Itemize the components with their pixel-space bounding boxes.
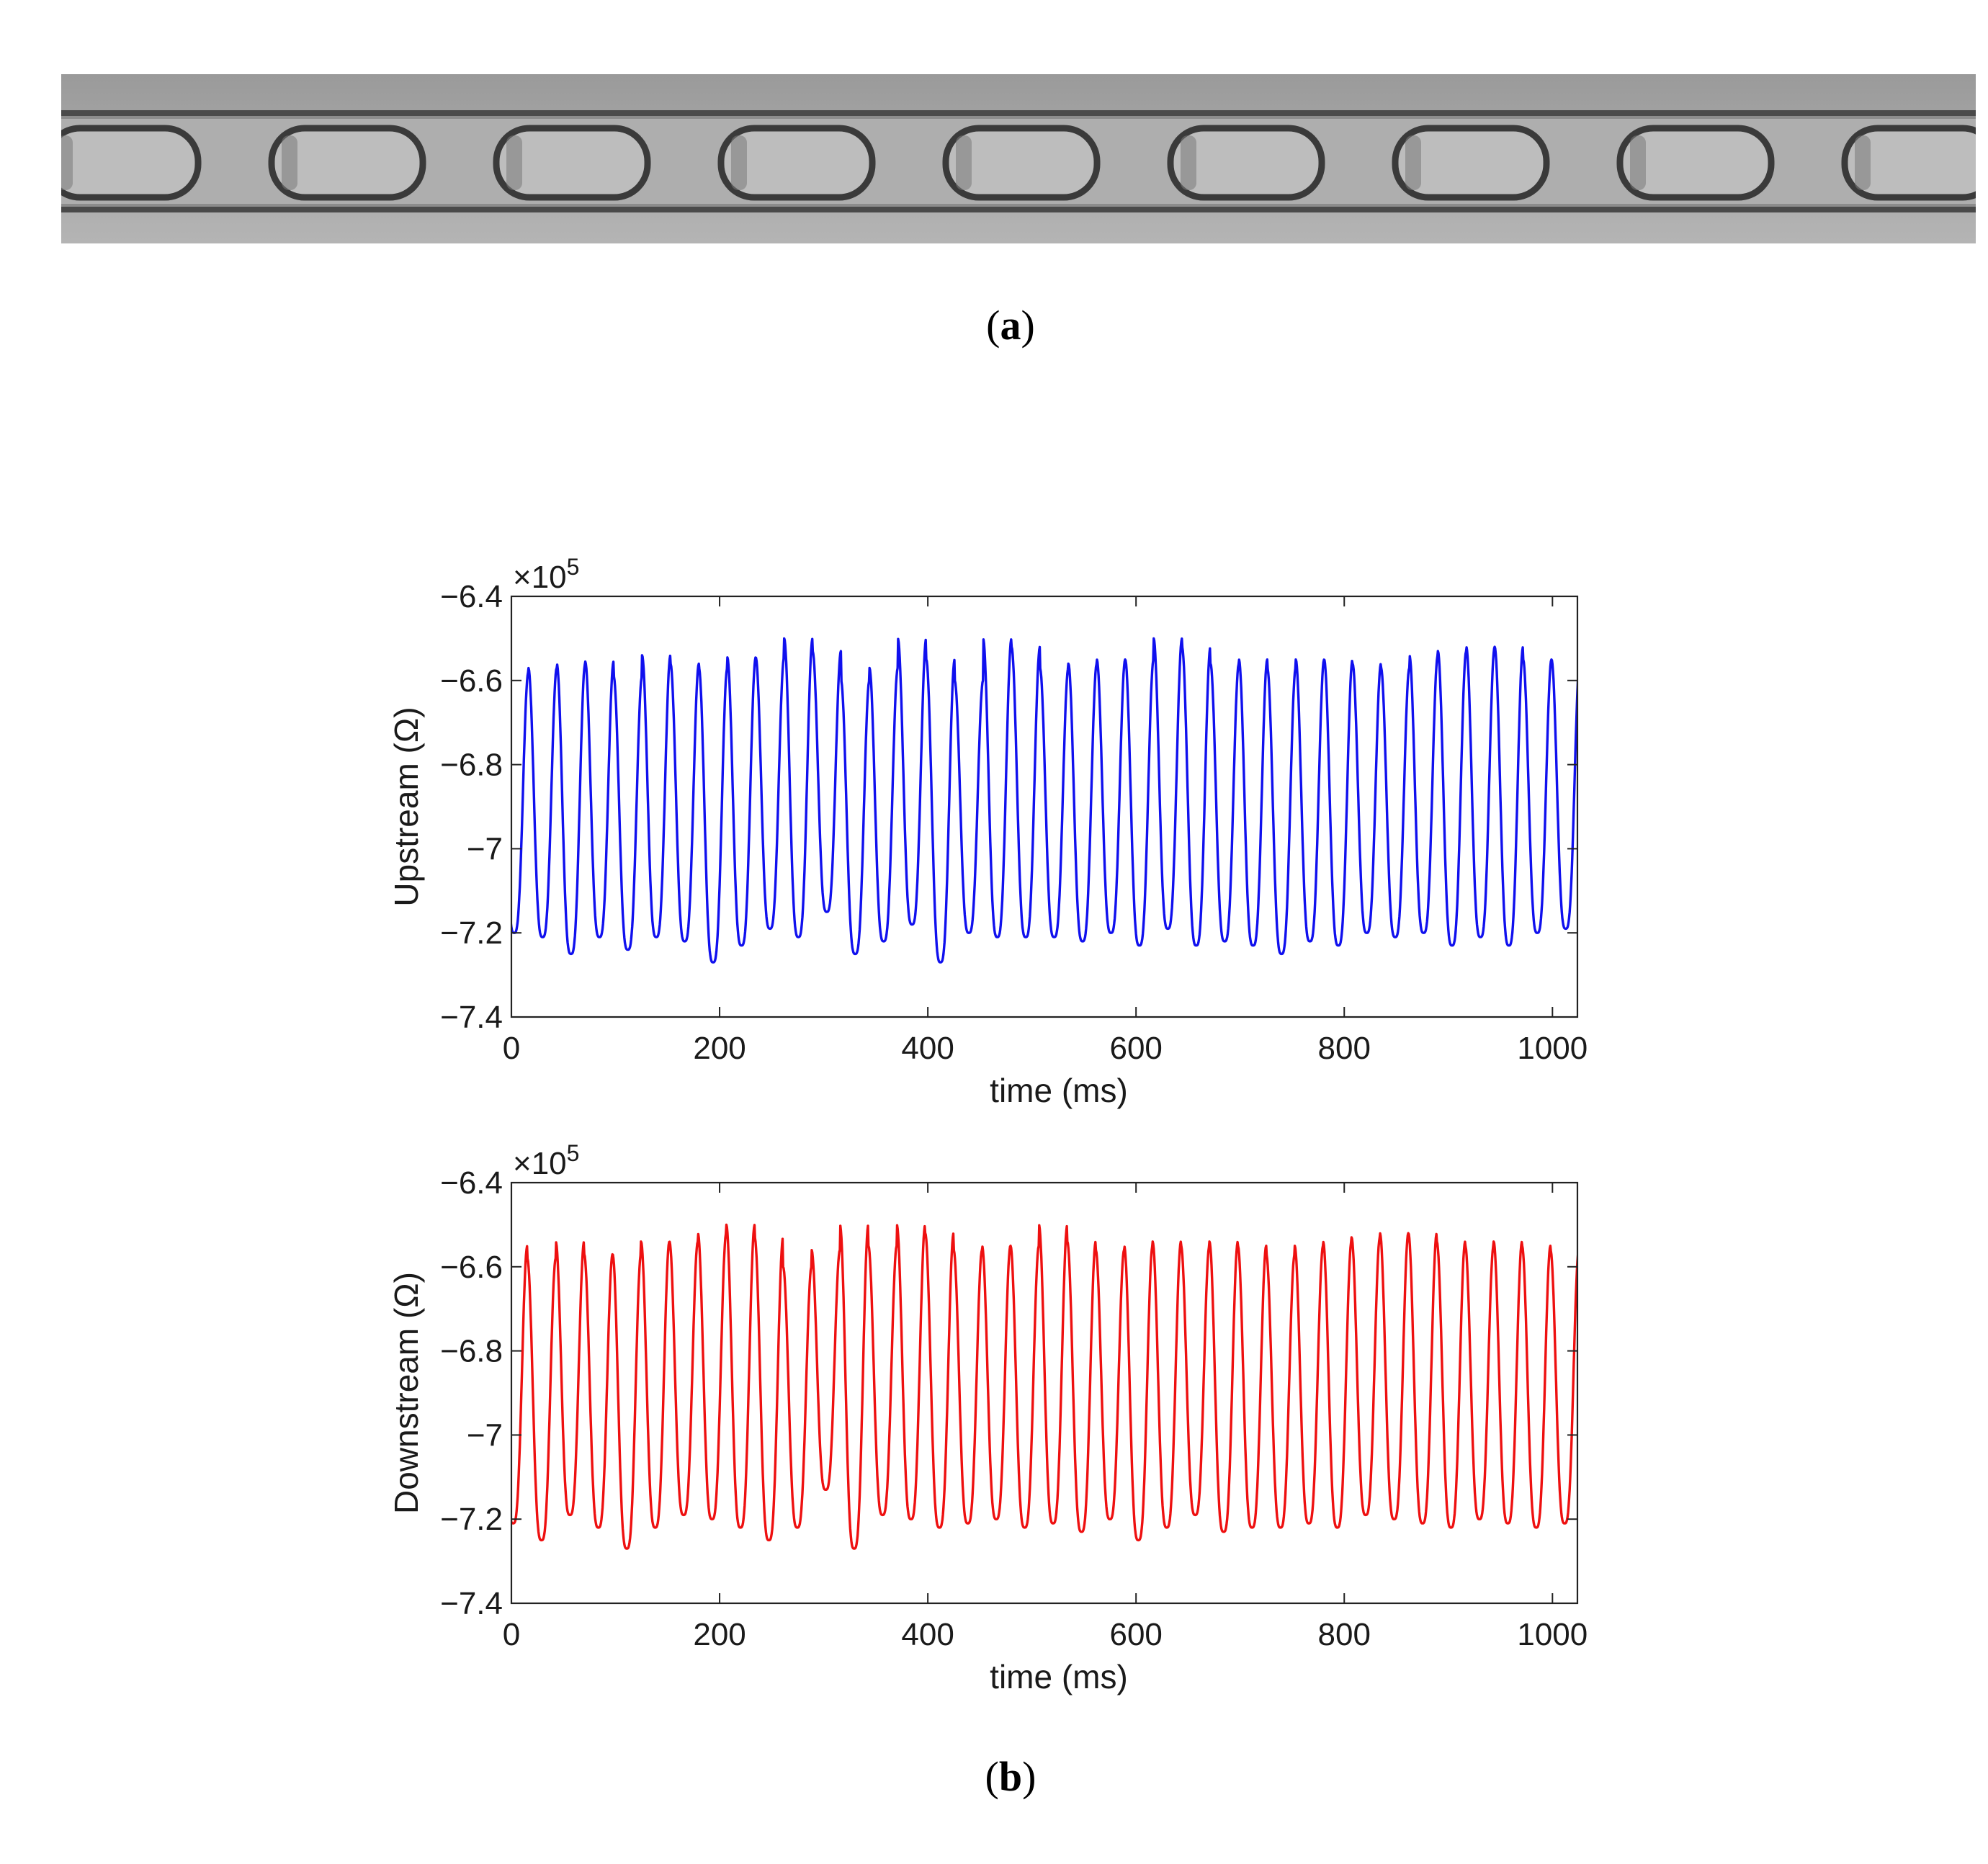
droplet <box>1841 125 1976 201</box>
droplet <box>1616 125 1775 201</box>
x-tick-label: 200 <box>693 1617 746 1652</box>
x-axis-label: time (ms) <box>990 1658 1128 1695</box>
y-tick-label: −7 <box>467 831 503 866</box>
y-scale-exponent: 5 <box>567 554 580 580</box>
y-scale-factor: ×105 <box>513 554 579 595</box>
x-tick-label: 0 <box>503 1031 520 1066</box>
y-tick-label: −6.6 <box>440 1250 503 1285</box>
droplet <box>1392 125 1550 201</box>
droplet <box>61 125 202 201</box>
channel-wall-bottom <box>61 207 1976 212</box>
channel-wall-top <box>61 110 1976 116</box>
y-axis-label: Upstream (Ω) <box>388 707 425 906</box>
chart-1: 0 200 400 600 800 1000 −6.4 −6.6 −6.8 −7 −7.2 −7.4 ×… <box>388 554 1588 1109</box>
y-scale-exponent: 5 <box>567 1140 580 1166</box>
x-tick-label: 600 <box>1109 1031 1162 1066</box>
x-tick-label: 600 <box>1109 1617 1162 1652</box>
y-tick-label: −7.2 <box>440 915 503 951</box>
microchannel-photo <box>61 74 1976 243</box>
y-tick-label: −7.4 <box>440 1000 503 1035</box>
droplet <box>493 125 651 201</box>
x-tick-label: 0 <box>503 1617 520 1652</box>
droplet <box>268 125 426 201</box>
x-tick-label: 400 <box>901 1617 954 1652</box>
x-tick-label: 400 <box>901 1031 954 1066</box>
panel-label-a: (a) <box>986 302 1035 349</box>
x-tick-label: 800 <box>1318 1617 1371 1652</box>
y-tick-label: −6.8 <box>440 748 503 783</box>
y-axis-label: Downstream (Ω) <box>388 1272 425 1514</box>
plot-frame <box>510 1181 1579 1605</box>
series-line <box>511 637 1577 964</box>
panel-label-b: (b) <box>985 1753 1036 1800</box>
droplet <box>1167 125 1325 201</box>
x-axis-label: time (ms) <box>990 1072 1128 1109</box>
droplet <box>717 125 876 201</box>
y-tick-label: −6.6 <box>440 663 503 699</box>
droplet <box>942 125 1101 201</box>
y-tick-label: −7.2 <box>440 1502 503 1537</box>
y-scale-factor: ×105 <box>513 1140 579 1181</box>
x-tick-label: 1000 <box>1517 1617 1588 1652</box>
chart-2: 0 200 400 600 800 1000 −6.4 −6.6 −6.8 −7 −7.2 −7.4 ×… <box>388 1140 1588 1695</box>
y-tick-label: −6.4 <box>440 579 503 614</box>
x-tick-label: 200 <box>693 1031 746 1066</box>
x-tick-label: 800 <box>1318 1031 1371 1066</box>
series-line <box>511 1223 1577 1550</box>
y-tick-label: −6.8 <box>440 1334 503 1369</box>
x-tick-label: 1000 <box>1517 1031 1588 1066</box>
y-tick-label: −7 <box>467 1417 503 1453</box>
y-tick-label: −6.4 <box>440 1165 503 1201</box>
y-tick-label: −7.4 <box>440 1586 503 1621</box>
plot-frame <box>510 595 1579 1018</box>
